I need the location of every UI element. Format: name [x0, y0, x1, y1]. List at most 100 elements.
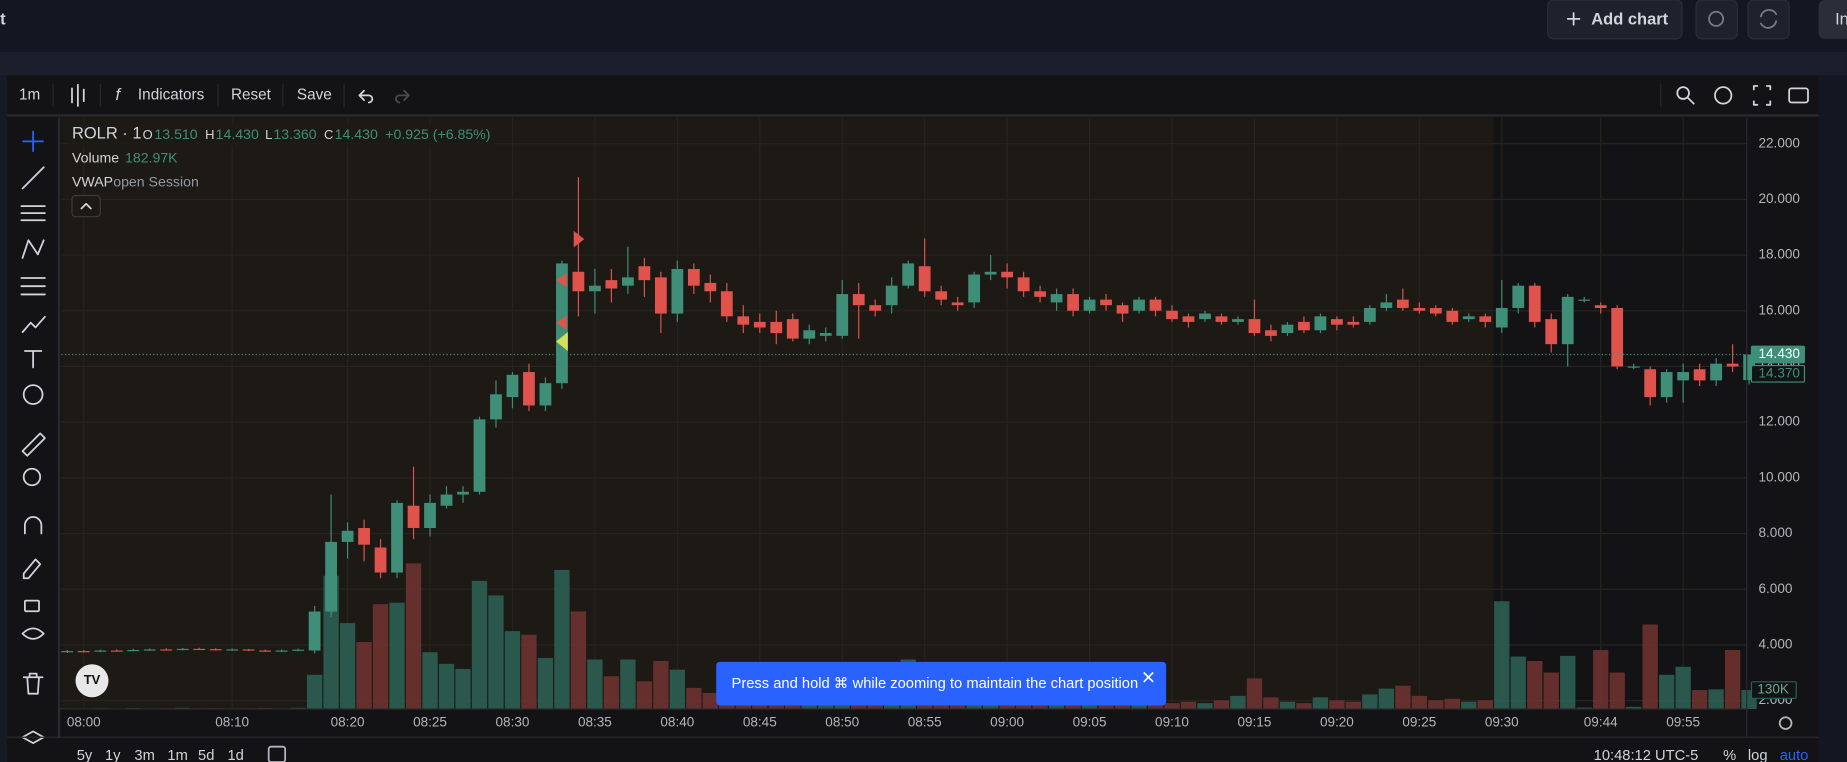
volume-bar	[570, 611, 587, 710]
trash-tool[interactable]	[22, 672, 44, 695]
candle-body	[391, 502, 403, 573]
settings-icon[interactable]	[1714, 86, 1733, 105]
candle-body	[902, 263, 915, 286]
volume-bar	[306, 674, 323, 710]
fullscreen-icon[interactable]	[1752, 85, 1772, 106]
zoom-tool[interactable]	[22, 467, 42, 487]
candle-body	[424, 502, 436, 528]
fib-tool[interactable]	[20, 205, 46, 222]
add-chart-button[interactable]	[1547, 0, 1683, 40]
scale-button[interactable]: %	[1723, 748, 1736, 762]
candle-body	[1149, 299, 1162, 311]
candle-body	[1314, 316, 1327, 331]
h-value: 14.430	[216, 126, 259, 142]
price-label: 14.430	[1759, 346, 1800, 361]
candle-body	[1017, 277, 1030, 292]
range-button[interactable]: 1y	[105, 748, 121, 762]
draw-lock-tool[interactable]	[22, 558, 42, 580]
forecast-tool[interactable]	[20, 277, 46, 296]
lock-tool[interactable]	[23, 599, 40, 613]
volume-bar	[455, 668, 471, 710]
volume-bar	[1626, 706, 1642, 710]
volume-bar	[1411, 695, 1427, 710]
scale-button[interactable]: auto	[1780, 748, 1809, 762]
candle-body	[1050, 294, 1063, 303]
magnet-tool[interactable]	[23, 516, 43, 535]
emoji-tool[interactable]	[22, 384, 44, 405]
volume-bar	[1246, 678, 1263, 710]
signal-marker	[556, 273, 567, 288]
candle-body	[951, 302, 964, 306]
candle-body	[1396, 299, 1409, 308]
undo-icon[interactable]	[358, 89, 374, 104]
o-value: 13.510	[154, 126, 197, 142]
x-tick-label: 08:55	[908, 715, 942, 730]
range-button[interactable]: 5y	[77, 748, 93, 762]
indicators[interactable]: Indicators	[138, 86, 205, 103]
volume-bar	[686, 687, 702, 710]
candle-body	[1199, 313, 1211, 320]
volume-bar	[405, 563, 422, 710]
pattern-tool[interactable]	[21, 239, 45, 259]
toast-close[interactable]	[1143, 671, 1154, 683]
candle-body	[1528, 285, 1541, 322]
symbol[interactable]: ROLR · 1	[72, 125, 142, 143]
volume-bar	[603, 676, 620, 710]
candle-body	[523, 372, 535, 406]
camera-icon[interactable]	[1788, 87, 1809, 104]
range-button[interactable]: 3m	[134, 748, 154, 762]
plus-icon	[1566, 12, 1581, 26]
volume-bar	[1461, 701, 1477, 710]
x-tick-label: 08:00	[67, 715, 101, 730]
ruler-tool[interactable]	[21, 432, 46, 457]
range-button[interactable]: 5d	[198, 748, 214, 762]
interval[interactable]: 1m	[19, 86, 40, 103]
scale-button[interactable]: log	[1748, 748, 1768, 762]
collapse-button[interactable]	[71, 194, 101, 218]
hide-tool[interactable]	[21, 627, 45, 640]
candle-body	[1627, 366, 1640, 368]
line-tool[interactable]	[21, 166, 45, 190]
axis-settings[interactable]	[1778, 716, 1793, 730]
x-tick-label: 09:05	[1073, 715, 1107, 730]
volume-bar	[1329, 700, 1345, 710]
candle-body	[193, 648, 206, 651]
candle-body	[457, 491, 469, 495]
candle-body	[720, 291, 733, 317]
reset[interactable]: Reset	[231, 86, 272, 103]
candle-body	[1578, 299, 1591, 301]
candle-body	[1248, 319, 1261, 334]
candle-body	[638, 266, 651, 281]
candle-body	[819, 333, 832, 336]
volume-label: Volume	[72, 150, 119, 166]
candle-body	[671, 268, 684, 314]
crosshair-tool[interactable]	[22, 130, 44, 152]
zoom-icon[interactable]	[1676, 86, 1690, 100]
text-tool[interactable]	[23, 350, 43, 369]
menu-button[interactable]	[1818, 0, 1847, 39]
refresh-button[interactable]	[1747, 0, 1790, 40]
x-tick-label: 09:15	[1238, 715, 1272, 730]
volume-bar	[1593, 650, 1609, 710]
candle-body	[1693, 369, 1706, 381]
candles-icon[interactable]	[71, 83, 85, 107]
save[interactable]: Save	[297, 86, 332, 103]
volume-bar	[1362, 694, 1378, 710]
toast-text: Press and hold ⌘ while zooming to mainta…	[732, 676, 1139, 692]
x-tick-label: 08:30	[496, 715, 530, 730]
volume-bar	[537, 658, 554, 710]
range-button[interactable]: 1d	[227, 748, 243, 762]
settings-button[interactable]	[1695, 0, 1738, 40]
range-button[interactable]: 1m	[167, 748, 187, 762]
price-label: 14.370	[1759, 365, 1800, 380]
fx-icon: f	[116, 86, 122, 104]
c-value: 14.430	[335, 126, 378, 142]
change: +0.925 (+6.85%)	[385, 126, 490, 142]
volume-bar	[1477, 700, 1493, 710]
price-label-box	[1750, 345, 1806, 364]
candle-body	[605, 280, 618, 289]
layers-tool[interactable]	[21, 730, 45, 745]
brush-tool[interactable]	[21, 315, 46, 334]
logo	[75, 664, 109, 698]
volume-bar	[1691, 690, 1708, 710]
